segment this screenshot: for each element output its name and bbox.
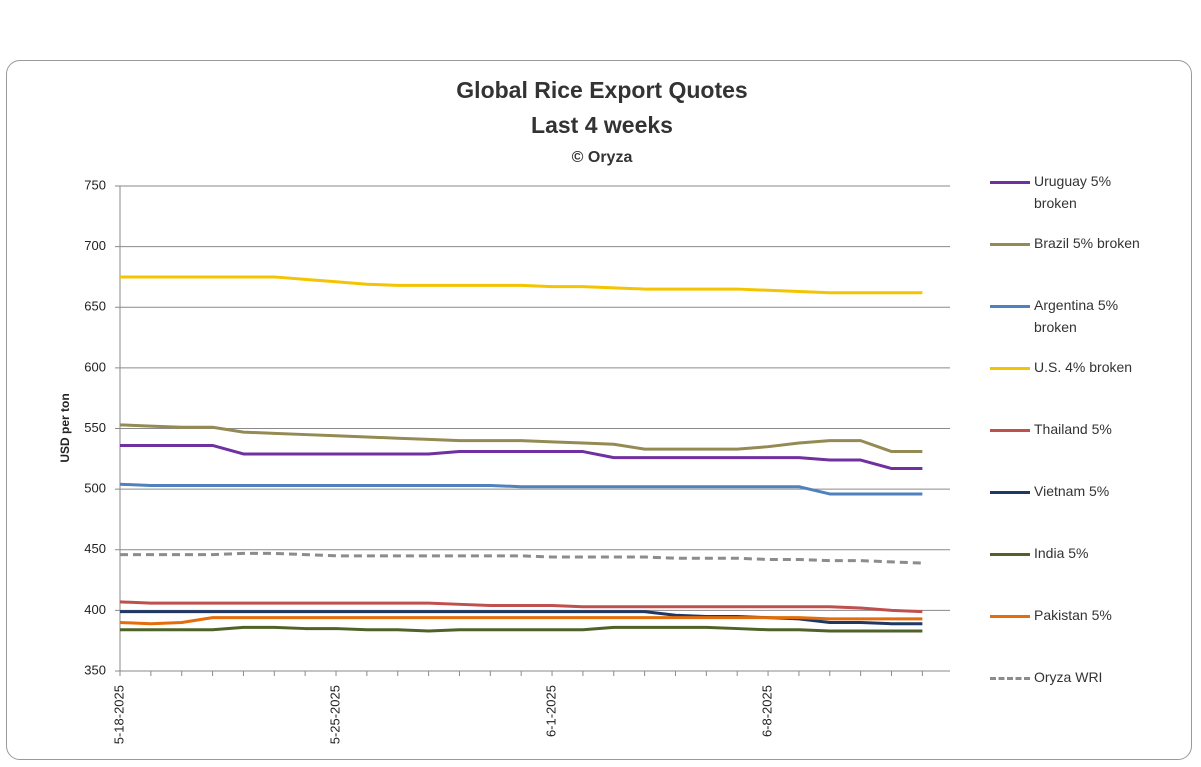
legend-item: U.S. 4% broken [990, 356, 1144, 378]
legend-label: Vietnam 5% [1034, 483, 1110, 499]
y-tick-label: 550 [84, 420, 106, 435]
series-line [119, 616, 923, 626]
legend-swatch [990, 429, 1030, 432]
series-line [119, 482, 923, 496]
legend-swatch [990, 553, 1030, 556]
series-line [120, 443, 923, 471]
y-tick-label: 650 [84, 299, 106, 314]
legend-item: India 5% [990, 542, 1144, 564]
legend-item: Uruguay 5% broken [990, 170, 1144, 214]
legend-swatch [990, 491, 1030, 494]
x-tick-label: 5-18-2025 [111, 685, 126, 744]
legend-swatch [990, 677, 1030, 680]
legend-item: Brazil 5% broken [990, 232, 1144, 254]
series-line [119, 423, 923, 454]
legend-item: Pakistan 5% [990, 604, 1144, 626]
y-tick-label: 600 [84, 359, 106, 374]
legend-label: India 5% [1034, 545, 1089, 561]
y-tick-label: 700 [84, 238, 106, 253]
legend-label: Uruguay 5% broken [1034, 173, 1112, 211]
legend-item: Oryza WRI [990, 666, 1144, 688]
series-line [120, 551, 923, 565]
y-tick-label: 350 [84, 662, 106, 677]
legend-item: Vietnam 5% [990, 480, 1144, 502]
legend-swatch [990, 305, 1030, 308]
legend-swatch [990, 615, 1030, 618]
series-line [120, 275, 923, 295]
x-tick-label: 6-1-2025 [543, 685, 558, 737]
series-line [119, 600, 923, 614]
series-line [120, 625, 923, 633]
chart-subtitle: Last 4 weeks [531, 112, 673, 138]
x-tick-label: 5-25-2025 [327, 685, 342, 744]
chart-title: Global Rice Export Quotes [456, 77, 747, 103]
chart-credit: © Oryza [572, 149, 633, 166]
legend-swatch [990, 243, 1030, 246]
x-tick-label: 6-8-2025 [759, 685, 774, 737]
legend-swatch [990, 367, 1030, 370]
legend-label: Thailand 5% [1034, 421, 1112, 437]
legend-label: Oryza WRI [1034, 669, 1103, 685]
y-tick-label: 450 [84, 541, 106, 556]
chart-frame [6, 60, 1192, 760]
legend-item: Thailand 5% [990, 418, 1144, 440]
legend-label: U.S. 4% broken [1034, 359, 1133, 375]
legend-label: Pakistan 5% [1034, 607, 1112, 623]
legend-item: Argentina 5% broken [990, 294, 1144, 338]
y-tick-label: 500 [84, 481, 106, 496]
y-axis-label: USD per ton [58, 393, 72, 462]
legend-swatch [990, 181, 1030, 184]
y-tick-label: 400 [84, 602, 106, 617]
legend-label: Argentina 5% broken [1034, 297, 1119, 335]
legend-label: Brazil 5% broken [1034, 235, 1140, 251]
y-tick-label: 750 [84, 177, 106, 192]
